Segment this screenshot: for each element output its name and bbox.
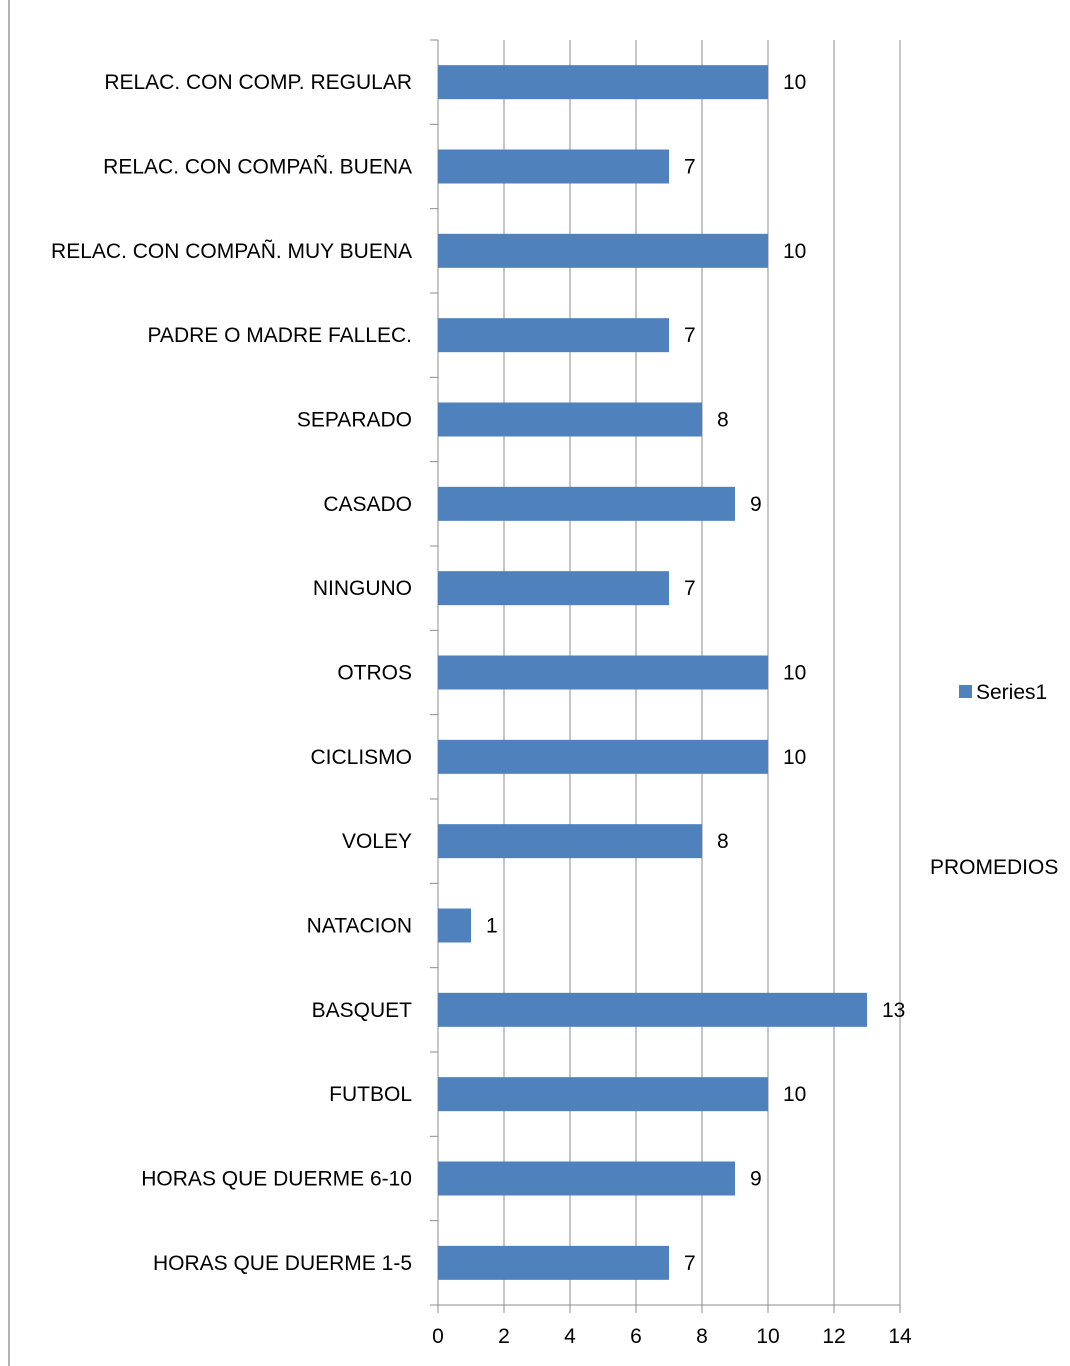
x-tick-label-6: 6 (630, 1325, 642, 1348)
bar-13 (438, 233, 768, 268)
legend: Series1 (959, 681, 1047, 704)
bar-9 (438, 571, 669, 606)
data-label: 10 (783, 746, 806, 769)
legend-entry-series1: Series1 (976, 681, 1047, 704)
data-label: 10 (783, 71, 806, 94)
category-label: OTROS (337, 662, 412, 685)
category-label: NINGUNO (313, 577, 412, 600)
bar-1 (438, 1245, 669, 1280)
category-label: HORAS QUE DUERME 1-5 (153, 1252, 412, 1275)
x-tick-label-0: 0 (432, 1325, 444, 1348)
bar-14 (438, 149, 669, 184)
category-label: NATACION (307, 915, 412, 938)
category-label: SEPARADO (297, 409, 412, 432)
x-tick-label-2: 2 (498, 1325, 510, 1348)
bar-3 (438, 1077, 768, 1112)
legend-swatch (959, 685, 972, 698)
data-label: 7 (684, 577, 696, 600)
labels: 0 2 4 6 8 10 12 14 HORAS QUE DUERME 1-5 7 HORAS QU… (51, 71, 912, 1348)
category-label: RELAC. CON COMPAÑ. BUENA (103, 155, 412, 179)
data-label: 9 (750, 493, 762, 516)
x-tick-label-8: 8 (696, 1325, 708, 1348)
bars (438, 65, 867, 1280)
data-label: 9 (750, 1168, 762, 1191)
category-label: HORAS QUE DUERME 6-10 (141, 1168, 412, 1191)
category-label: BASQUET (312, 999, 413, 1022)
data-label: 8 (717, 409, 729, 432)
data-label: 13 (882, 999, 905, 1022)
x-tick-label-12: 12 (822, 1325, 845, 1348)
category-label: CASADO (323, 493, 412, 516)
data-label: 8 (717, 830, 729, 853)
bar-4 (438, 992, 867, 1027)
data-label: 10 (783, 662, 806, 685)
side-label-promedios: PROMEDIOS (930, 856, 1058, 879)
data-label: 7 (684, 1252, 696, 1275)
bar-10 (438, 486, 735, 521)
data-label: 7 (684, 156, 696, 179)
x-tick-label-14: 14 (888, 1325, 912, 1348)
category-label: VOLEY (342, 830, 412, 853)
data-label: 1 (486, 915, 498, 938)
bar-2 (438, 1161, 735, 1196)
data-label: 7 (684, 324, 696, 347)
bar-11 (438, 402, 702, 437)
bar-8 (438, 655, 768, 690)
data-label: 10 (783, 1083, 806, 1106)
x-tick-label-4: 4 (564, 1325, 576, 1348)
category-label: CICLISMO (310, 746, 412, 769)
bar-6 (438, 824, 702, 859)
bar-5 (438, 908, 471, 943)
category-label: PADRE O MADRE FALLEC. (147, 324, 412, 347)
category-label: FUTBOL (329, 1083, 412, 1106)
x-tick-label-10: 10 (756, 1325, 779, 1348)
data-label: 10 (783, 240, 806, 263)
category-label: RELAC. CON COMPAÑ. MUY BUENA (51, 239, 412, 263)
bar-12 (438, 318, 669, 353)
bar-7 (438, 739, 768, 774)
bar-15 (438, 65, 768, 100)
category-label: RELAC. CON COMP. REGULAR (104, 71, 412, 94)
